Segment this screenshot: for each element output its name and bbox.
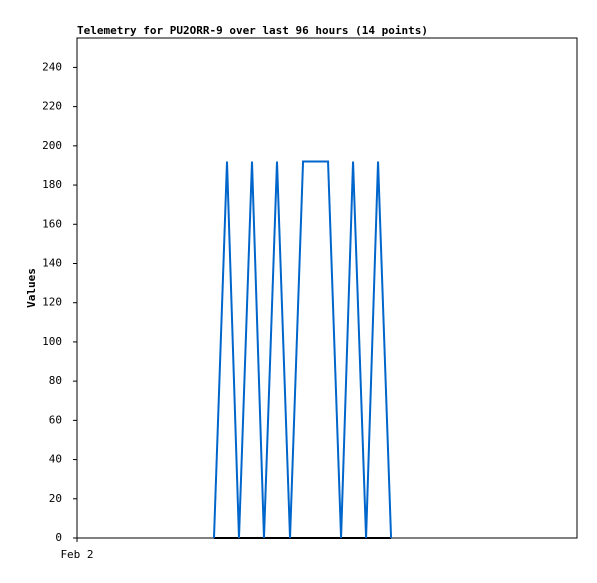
y-tick-label: 80 [49, 374, 62, 387]
y-axis-label: Values [25, 268, 38, 308]
y-tick-label: 20 [49, 492, 62, 505]
y-tick-label: 40 [49, 453, 62, 466]
y-tick-label: 180 [42, 178, 62, 191]
y-tick-label: 240 [42, 60, 62, 73]
y-tick-label: 200 [42, 139, 62, 152]
y-tick-label: 140 [42, 256, 62, 269]
y-tick-label: 220 [42, 100, 62, 113]
x-tick-label: Feb 2 [60, 548, 93, 561]
y-tick-label: 160 [42, 217, 62, 230]
y-tick-label: 120 [42, 296, 62, 309]
plot-frame [76, 37, 578, 539]
y-tick-label: 0 [55, 531, 62, 544]
chart-title: Telemetry for PU2ORR-9 over last 96 hour… [77, 24, 428, 37]
y-tick-label: 60 [49, 413, 62, 426]
y-tick-label: 100 [42, 335, 62, 348]
series-line [212, 160, 393, 539]
